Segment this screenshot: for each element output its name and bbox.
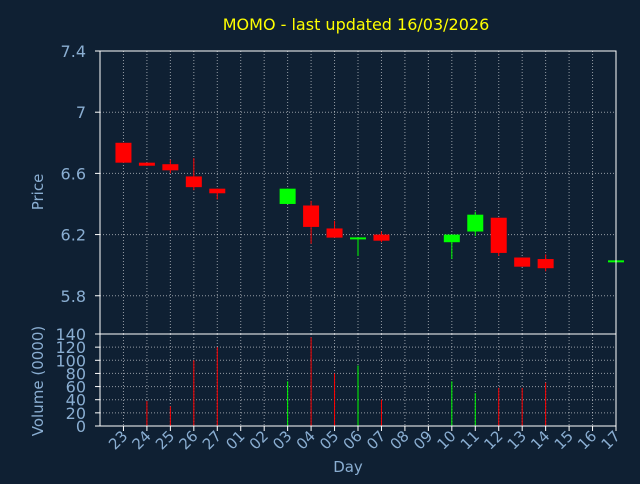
candle-body — [303, 205, 320, 227]
volume-tick-label: 100 — [55, 351, 86, 370]
volume-frame — [99, 333, 617, 427]
candle-body — [537, 259, 554, 269]
candle-body — [443, 234, 460, 243]
candle-body — [373, 234, 390, 241]
chart-title: MOMO - last updated 16/03/2026 — [223, 15, 490, 34]
candle-body — [185, 176, 202, 188]
price-panel: 5.8 6.2 6.6 7 7.4 — [61, 42, 624, 335]
price-axis-label: Price — [29, 174, 47, 211]
volume-tick-label: 140 — [55, 325, 86, 344]
price-tick-label: 5.8 — [61, 287, 86, 306]
price-tick-label: 7.4 — [61, 42, 86, 61]
volume-tick-label: 20 — [66, 404, 86, 423]
candle-body — [209, 188, 226, 194]
price-tick-label: 6.6 — [61, 164, 86, 183]
candle-body — [490, 217, 507, 253]
candle-body — [115, 142, 132, 163]
x-axis-label: Day — [333, 458, 363, 476]
candle-body — [467, 214, 484, 232]
volume-axis-label: Volume (0000) — [29, 326, 47, 436]
volume-tick-label: 40 — [66, 391, 86, 410]
candle-body — [326, 228, 343, 238]
price-tick-label: 7 — [76, 103, 86, 122]
volume-tick-label: 80 — [66, 364, 86, 383]
price-tick-label: 6.2 — [61, 226, 86, 245]
candle-body — [279, 188, 296, 204]
volume-tick-label: 120 — [55, 338, 86, 357]
candle-body — [350, 237, 366, 240]
candle-body — [162, 164, 179, 171]
volume-tick-label: 60 — [66, 378, 86, 397]
candle-body — [138, 162, 155, 166]
volume-tick-label: 0 — [76, 417, 86, 436]
candle-body — [514, 257, 531, 267]
